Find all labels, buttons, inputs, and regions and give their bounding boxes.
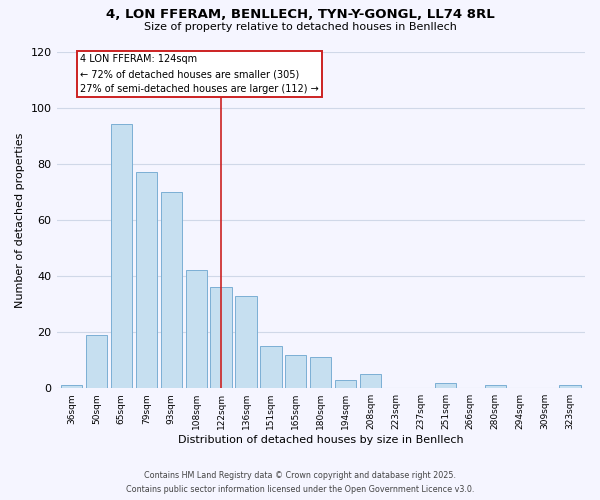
Bar xyxy=(61,386,82,388)
Bar xyxy=(559,386,581,388)
Bar xyxy=(86,335,107,388)
Bar xyxy=(485,386,506,388)
Text: 4, LON FFERAM, BENLLECH, TYN-Y-GONGL, LL74 8RL: 4, LON FFERAM, BENLLECH, TYN-Y-GONGL, LL… xyxy=(106,8,494,20)
Bar xyxy=(185,270,207,388)
Text: 4 LON FFERAM: 124sqm
← 72% of detached houses are smaller (305)
27% of semi-deta: 4 LON FFERAM: 124sqm ← 72% of detached h… xyxy=(80,54,319,94)
Text: Contains HM Land Registry data © Crown copyright and database right 2025.
Contai: Contains HM Land Registry data © Crown c… xyxy=(126,472,474,494)
Bar xyxy=(161,192,182,388)
Bar xyxy=(285,354,307,388)
Bar xyxy=(360,374,381,388)
Bar xyxy=(260,346,281,388)
Bar xyxy=(335,380,356,388)
Bar xyxy=(235,296,257,388)
Text: Size of property relative to detached houses in Benllech: Size of property relative to detached ho… xyxy=(143,22,457,32)
Bar xyxy=(211,287,232,388)
Bar xyxy=(111,124,132,388)
Bar xyxy=(136,172,157,388)
Bar xyxy=(435,382,456,388)
Y-axis label: Number of detached properties: Number of detached properties xyxy=(15,132,25,308)
X-axis label: Distribution of detached houses by size in Benllech: Distribution of detached houses by size … xyxy=(178,435,464,445)
Bar xyxy=(310,358,331,388)
